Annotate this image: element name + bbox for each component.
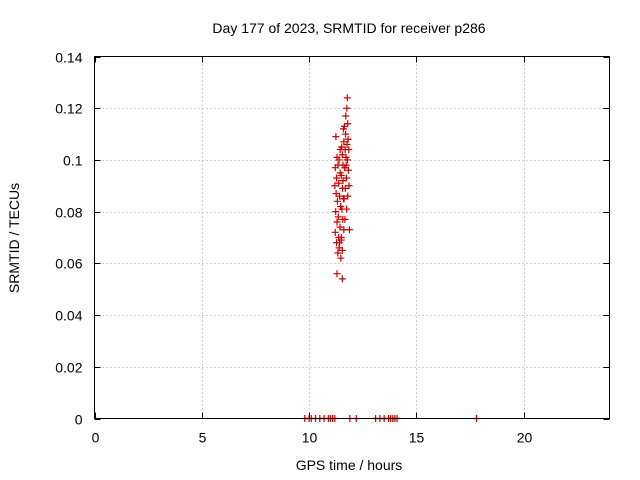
plot-frame: [94, 56, 610, 419]
data-point: [331, 182, 339, 190]
data-point: [331, 228, 339, 236]
data-point: [345, 226, 353, 234]
data-point: [334, 213, 342, 221]
x-axis-label: GPS time / hours: [296, 457, 403, 473]
y-tick-label: 0.02: [55, 360, 82, 376]
data-point: [340, 195, 348, 203]
data-point: [343, 156, 351, 164]
data-point: [341, 215, 349, 223]
data-point: [337, 254, 345, 262]
data-point: [343, 140, 351, 148]
y-axis-label: SRMTID / TECUs: [6, 183, 22, 293]
grid-layer: [94, 56, 610, 419]
data-point: [335, 179, 343, 187]
data-point: [332, 133, 340, 141]
data-point: [344, 135, 352, 143]
data-point: [333, 174, 341, 182]
data-point: [338, 275, 346, 283]
data-point: [336, 146, 344, 154]
data-point: [336, 239, 344, 247]
data-point: [336, 223, 344, 231]
data-point: [332, 208, 340, 216]
y-tick-label: 0.08: [55, 205, 82, 221]
x-tick-label: 10: [302, 430, 318, 446]
data-point: [338, 151, 346, 159]
data-point: [345, 182, 353, 190]
x-tick-label: 20: [517, 430, 533, 446]
x-tick-label: 15: [409, 430, 425, 446]
x-tick-label: 5: [199, 430, 207, 446]
data-point: [333, 218, 341, 226]
data-point: [341, 184, 349, 192]
data-point: [343, 104, 351, 112]
data-point: [334, 161, 342, 169]
data-point: [343, 205, 351, 213]
data-point: [344, 120, 352, 128]
y-tick-label: 0.06: [55, 256, 82, 272]
chart-title: Day 177 of 2023, SRMTID for receiver p28…: [212, 20, 485, 36]
data-point: [333, 197, 341, 205]
data-point: [344, 192, 352, 200]
data-point: [338, 246, 346, 254]
data-point: [342, 130, 350, 138]
data-point: [339, 125, 347, 133]
data-point: [333, 270, 341, 278]
data-point: [342, 161, 350, 169]
data-point: [343, 94, 351, 102]
data-point: [345, 146, 353, 154]
y-tick-label: 0.14: [55, 50, 82, 66]
data-point: [336, 192, 344, 200]
y-tick-label: 0.04: [55, 308, 82, 324]
y-tick-label: 0.12: [55, 101, 82, 117]
data-point: [335, 156, 343, 164]
data-point: [337, 171, 345, 179]
data-point: [344, 166, 352, 174]
data-point: [339, 177, 347, 185]
x-tick-label: 0: [92, 430, 100, 446]
data-point: [335, 234, 343, 241]
points-layer: [301, 94, 480, 422]
data-point: [342, 112, 350, 120]
y-tick-label: 0: [75, 412, 83, 428]
data-point: [334, 249, 342, 257]
y-tick-label: 0.1: [63, 153, 83, 169]
axis-layer: 0 0.02 0.04 0.06 0.08 0.1 0.12 0.14 0 5 10 15 20: [55, 50, 610, 446]
